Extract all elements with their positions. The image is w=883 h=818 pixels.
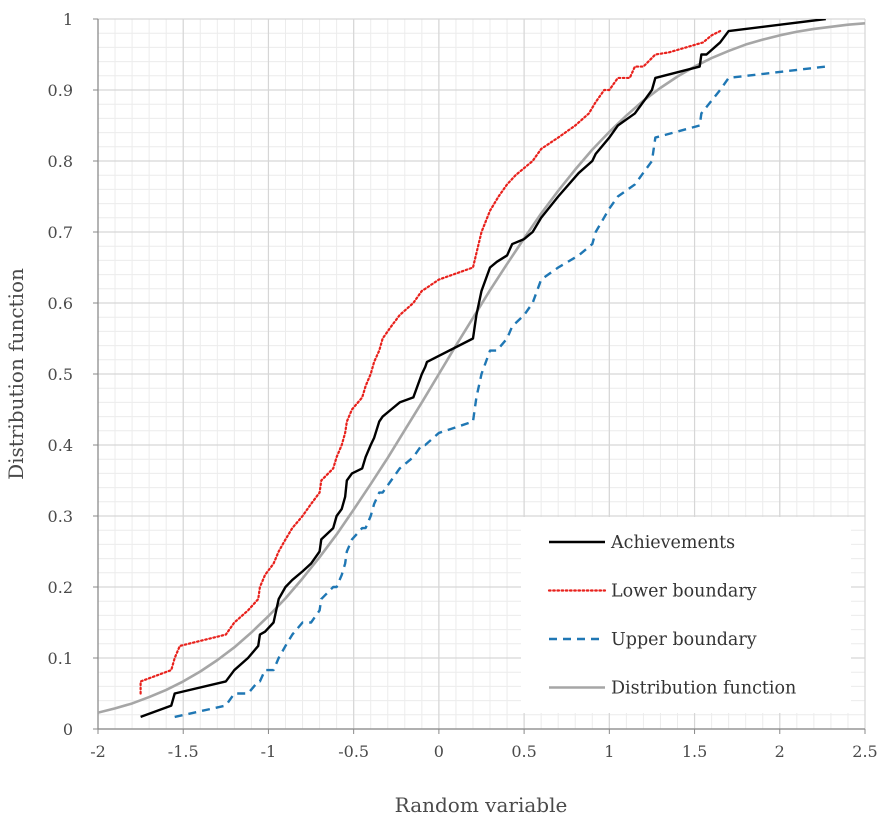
y-tick-label: 0.1 (48, 649, 73, 668)
x-axis-title: Random variable (395, 793, 568, 817)
legend-box (521, 517, 851, 713)
y-tick-label: 0.6 (48, 294, 73, 313)
x-tick-label: 1 (604, 742, 614, 761)
y-tick-labels: 0 0.1 0.2 0.3 0.4 0.5 0.6 0.7 0.8 0.9 1 (48, 10, 73, 739)
y-tick-label: 0.3 (48, 507, 73, 526)
series-line-achievements (140, 19, 826, 719)
legend-label-achievements: Achievements (610, 533, 735, 553)
x-tick-label: 0 (434, 742, 444, 761)
y-tick-label: 0.5 (48, 365, 73, 384)
y-tick-label: 0 (63, 720, 73, 739)
y-tick-label: 0.4 (48, 436, 73, 455)
x-tick-label: -1.5 (168, 742, 199, 761)
legend-label-upper-boundary: Upper boundary (611, 630, 757, 650)
legend: Achievements Lower boundary Upper boundary… (521, 517, 851, 713)
y-tick-label: 0.9 (48, 81, 73, 100)
x-tick-label: 2.5 (852, 742, 877, 761)
y-tick-label: 0.7 (48, 223, 73, 242)
y-tick-label: 0.8 (48, 152, 73, 171)
x-tick-label: 1.5 (682, 742, 707, 761)
y-tick-label: 1 (63, 10, 73, 29)
x-tick-label: -0.5 (338, 742, 369, 761)
series-line-upper-boundary (174, 65, 826, 719)
legend-label-distribution-function: Distribution function (611, 679, 796, 699)
series-line-lower-boundary (139, 29, 722, 695)
x-tick-label: -1 (261, 742, 277, 761)
x-tick-label: 0.5 (511, 742, 536, 761)
x-tick-labels: -2 -1.5 -1 -0.5 0 0.5 1 1.5 2 2.5 (90, 742, 878, 761)
series-layer (98, 19, 865, 719)
axes (93, 18, 866, 734)
legend-label-lower-boundary: Lower boundary (611, 582, 757, 602)
y-tick-label: 0.2 (48, 578, 73, 597)
y-axis-title: Distribution function (4, 268, 28, 480)
series-line-distribution-function (98, 21, 865, 714)
x-tick-label: 2 (775, 742, 785, 761)
x-tick-label: -2 (90, 742, 106, 761)
